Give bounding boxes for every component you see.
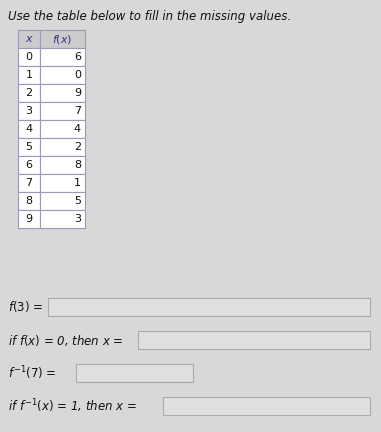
Text: 5: 5 — [74, 196, 81, 206]
Bar — [18, 48, 40, 66]
Text: 1: 1 — [26, 70, 32, 80]
Bar — [40, 84, 85, 102]
Bar — [40, 138, 85, 156]
Text: 4: 4 — [26, 124, 32, 134]
Bar — [76, 364, 193, 382]
Text: if $f^{-1}(x)$ = 1, then $x$ =: if $f^{-1}(x)$ = 1, then $x$ = — [8, 397, 137, 415]
Text: 2: 2 — [26, 88, 32, 98]
Text: 1: 1 — [74, 178, 81, 188]
Text: $x$: $x$ — [24, 34, 34, 44]
Bar — [40, 156, 85, 174]
Text: if $f(x)$ = 0, then $x$ =: if $f(x)$ = 0, then $x$ = — [8, 333, 123, 347]
Bar — [18, 156, 40, 174]
Text: 8: 8 — [26, 196, 32, 206]
Bar — [40, 174, 85, 192]
Bar — [40, 48, 85, 66]
Bar — [18, 210, 40, 228]
Text: 9: 9 — [74, 88, 81, 98]
Bar — [40, 66, 85, 84]
Text: 8: 8 — [74, 160, 81, 170]
Bar — [18, 138, 40, 156]
Text: $f(3)$ =: $f(3)$ = — [8, 299, 43, 314]
Text: 6: 6 — [74, 52, 81, 62]
Bar — [40, 30, 85, 48]
Text: 4: 4 — [74, 124, 81, 134]
Text: Use the table below to fill in the missing values.: Use the table below to fill in the missi… — [8, 10, 291, 23]
Text: 9: 9 — [26, 214, 32, 224]
Bar — [18, 66, 40, 84]
Bar — [18, 30, 40, 48]
Text: 3: 3 — [26, 106, 32, 116]
Text: 0: 0 — [26, 52, 32, 62]
Bar — [40, 102, 85, 120]
Bar — [48, 298, 370, 316]
Bar — [40, 120, 85, 138]
Text: 3: 3 — [74, 214, 81, 224]
Bar — [40, 210, 85, 228]
Text: 2: 2 — [74, 142, 81, 152]
Text: 0: 0 — [74, 70, 81, 80]
Bar — [163, 397, 370, 415]
Text: 5: 5 — [26, 142, 32, 152]
Text: 6: 6 — [26, 160, 32, 170]
Text: 7: 7 — [26, 178, 32, 188]
Bar — [18, 84, 40, 102]
Bar — [18, 192, 40, 210]
Bar — [138, 331, 370, 349]
Bar — [18, 102, 40, 120]
Text: 7: 7 — [74, 106, 81, 116]
Text: $f(x)$: $f(x)$ — [52, 32, 73, 45]
Text: $f^{-1}(7)$ =: $f^{-1}(7)$ = — [8, 364, 56, 382]
Bar — [40, 192, 85, 210]
Bar — [18, 174, 40, 192]
Bar — [18, 120, 40, 138]
